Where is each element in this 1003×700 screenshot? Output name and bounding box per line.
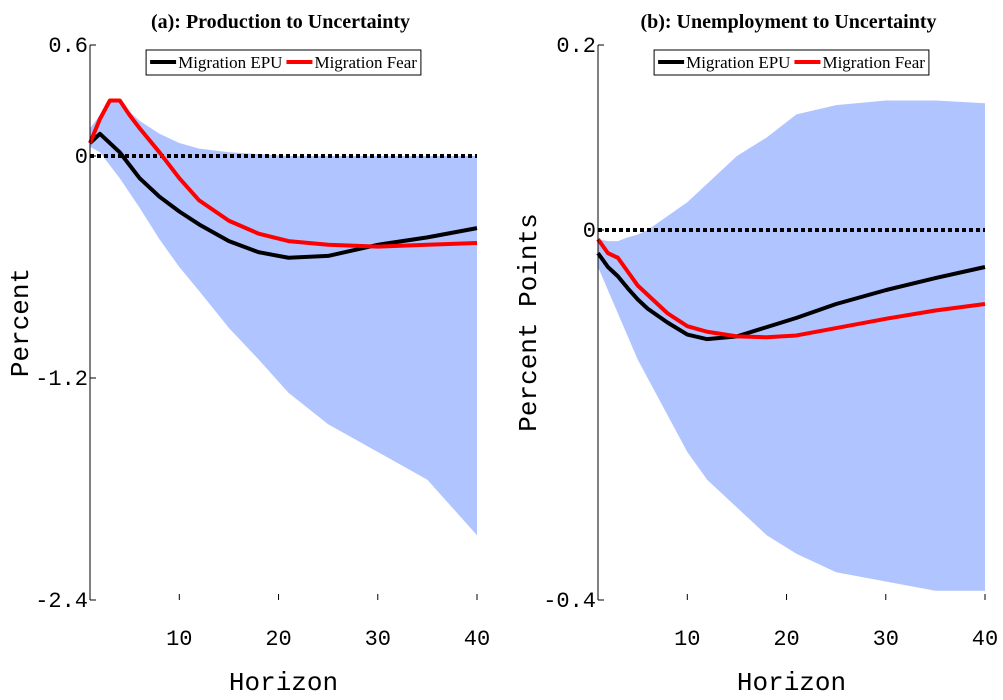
series-line (596, 251, 986, 342)
series-line (596, 238, 986, 340)
x-tick-label: 20 (265, 627, 291, 652)
y-tick-label: 0 (583, 219, 596, 244)
legend-label: Migration Fear (822, 53, 925, 72)
x-tick-label: 20 (773, 627, 799, 652)
legend: Migration EPU Migration Fear (145, 49, 422, 76)
panel: 0.6 0 -1.2 -2.4 10 20 30 40 Horizon Percent (a): P… (6, 11, 490, 698)
x-tick-label: 40 (972, 627, 998, 652)
legend: Migration EPU Migration Fear (653, 49, 930, 76)
series-line (88, 98, 478, 249)
y-tick-label: -0.4 (543, 589, 596, 614)
panel: 0.2 0 -0.4 10 20 30 40 Horizon Percent Points (b)… (514, 11, 998, 698)
y-axis-label: Percent Points (514, 213, 544, 431)
y-axis-label: Percent (6, 268, 36, 377)
chart-title: (a): Production to Uncertainty (151, 11, 410, 33)
confidence-band (598, 100, 985, 591)
legend-label: Migration EPU (686, 53, 790, 72)
x-tick-label: 30 (873, 627, 899, 652)
y-tick-label: 0.6 (48, 34, 88, 59)
y-tick-label: -2.4 (35, 589, 88, 614)
legend-label: Migration EPU (178, 53, 282, 72)
series-line (88, 131, 478, 260)
confidence-band (90, 100, 477, 536)
x-axis-label: Horizon (229, 668, 338, 698)
legend-box (653, 49, 930, 76)
legend-label: Migration Fear (314, 53, 417, 72)
x-axis-label: Horizon (737, 668, 846, 698)
y-tick-label: 0 (75, 145, 88, 170)
x-tick-label: 10 (166, 627, 192, 652)
x-tick-label: 10 (674, 627, 700, 652)
y-tick-label: -1.2 (35, 367, 88, 392)
y-tick-label: 0.2 (556, 34, 596, 59)
x-tick-label: 40 (464, 627, 490, 652)
x-tick-label: 30 (365, 627, 391, 652)
chart-title: (b): Unemployment to Uncertainty (640, 11, 936, 33)
legend-box (145, 49, 422, 76)
